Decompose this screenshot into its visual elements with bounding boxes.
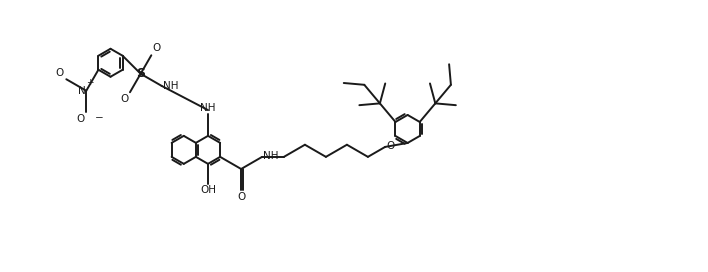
Text: O: O <box>121 94 129 104</box>
Text: O: O <box>237 192 245 202</box>
Text: NH: NH <box>163 81 178 91</box>
Text: OH: OH <box>200 185 216 195</box>
Text: O: O <box>55 68 63 78</box>
Text: −: − <box>95 113 104 123</box>
Text: O: O <box>152 43 161 53</box>
Text: NH: NH <box>200 103 216 113</box>
Text: NH: NH <box>263 151 279 161</box>
Text: S: S <box>136 67 145 80</box>
Text: O: O <box>76 114 84 124</box>
Text: N: N <box>77 86 85 96</box>
Text: O: O <box>386 141 394 151</box>
Text: +: + <box>86 78 94 87</box>
